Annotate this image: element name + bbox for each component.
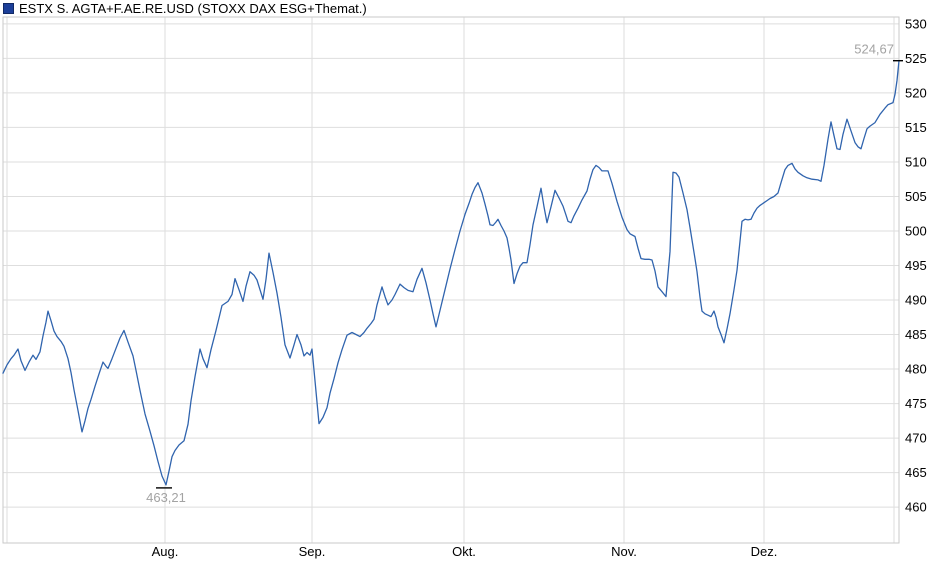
y-axis-label: 500 — [905, 224, 927, 239]
x-axis-label: Dez. — [751, 544, 778, 559]
y-axis-label: 510 — [905, 155, 927, 170]
plot-border — [2, 16, 900, 544]
y-axis-label: 460 — [905, 500, 927, 515]
y-axis-label: 485 — [905, 327, 927, 342]
y-axis-label: 515 — [905, 120, 927, 135]
y-axis-label: 525 — [905, 51, 927, 66]
y-axis-label: 465 — [905, 465, 927, 480]
chart-title: ESTX S. AGTA+F.AE.RE.USD (STOXX DAX ESG+… — [19, 1, 367, 16]
chart-title-row: ESTX S. AGTA+F.AE.RE.USD (STOXX DAX ESG+… — [3, 1, 367, 16]
y-axis-label: 495 — [905, 258, 927, 273]
y-axis-label: 505 — [905, 189, 927, 204]
y-axis-label: 530 — [905, 16, 927, 31]
last-price-label: 524,67 — [854, 42, 894, 57]
low-value-label: 463,21 — [146, 490, 186, 505]
y-axis-label: 520 — [905, 85, 927, 100]
y-axis-label: 475 — [905, 396, 927, 411]
x-axis-label: Sep. — [299, 544, 326, 559]
y-axis-label: 490 — [905, 293, 927, 308]
y-axis-label: 470 — [905, 431, 927, 446]
x-axis-label: Nov. — [611, 544, 637, 559]
series-legend-square-icon — [3, 3, 14, 14]
x-axis-label: Aug. — [152, 544, 179, 559]
price-line — [2, 60, 900, 486]
x-axis-label: Okt. — [452, 544, 476, 559]
y-axis-label: 480 — [905, 362, 927, 377]
